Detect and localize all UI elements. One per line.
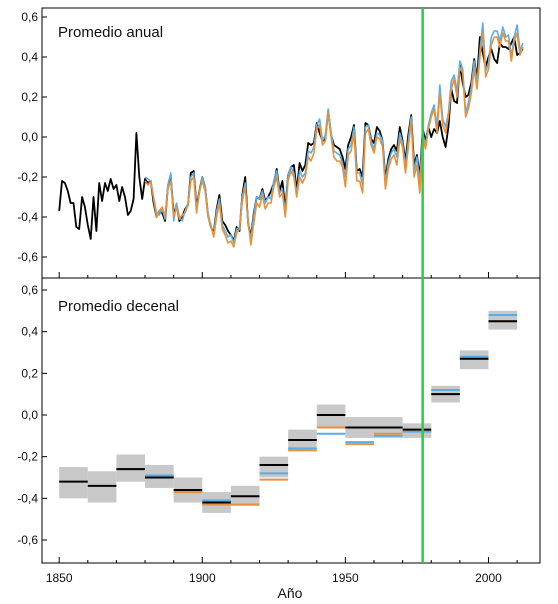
decadal-uncertainty-box (488, 310, 518, 330)
decadal-uncertainty-box (59, 467, 88, 499)
decadal-y-tick-label: 0,4 (21, 325, 38, 339)
annual-panel-title: Promedio anual (58, 24, 163, 41)
decadal-uncertainty-box (230, 485, 260, 505)
annual-y-tick-label: 0,0 (21, 130, 38, 144)
annual-y-tick-label: 0,6 (21, 10, 38, 24)
decadal-uncertainty-box (145, 465, 174, 488)
decadal-y-tick-label: 0,0 (21, 408, 38, 422)
decadal-uncertainty-box (259, 456, 289, 478)
annual-series-line (144, 32, 524, 248)
x-tick-label: 1950 (332, 571, 359, 585)
decadal-y-tick-label: 0,6 (21, 283, 38, 297)
annual-y-tick-label: 0,4 (21, 50, 38, 64)
decadal-uncertainty-box (116, 454, 146, 482)
decadal-y-tick-label: -0,4 (17, 491, 38, 505)
decadal-panel-frame (41, 277, 541, 564)
x-axis-title: Año (278, 585, 303, 601)
x-tick-label: 2000 (475, 571, 502, 585)
decadal-y-tick-label: 0,2 (21, 366, 38, 380)
x-tick-label: 1850 (46, 571, 73, 585)
decadal-uncertainty-box (459, 350, 489, 370)
decadal-y-tick-label: -0,2 (17, 450, 38, 464)
annual-panel-frame (41, 7, 541, 279)
decadal-uncertainty-box (316, 404, 346, 428)
decadal-uncertainty-box (402, 423, 432, 438)
annual-y-tick-label: -0,2 (17, 170, 38, 184)
decadal-average-panel: Promedio decenal (41, 277, 541, 564)
decadal-panel-title: Promedio decenal (58, 298, 179, 315)
annual-series-line (144, 22, 524, 244)
annual-series-line (58, 36, 524, 242)
annual-y-tick-label: -0,4 (17, 210, 38, 224)
annual-y-tick-label: -0,6 (17, 250, 38, 264)
x-tick-label: 1900 (189, 571, 216, 585)
annual-y-tick-label: 0,2 (21, 90, 38, 104)
annual-average-panel: Promedio anual (41, 7, 541, 279)
decadal-y-tick-label: -0,6 (17, 533, 38, 547)
decadal-uncertainty-box (87, 471, 117, 503)
